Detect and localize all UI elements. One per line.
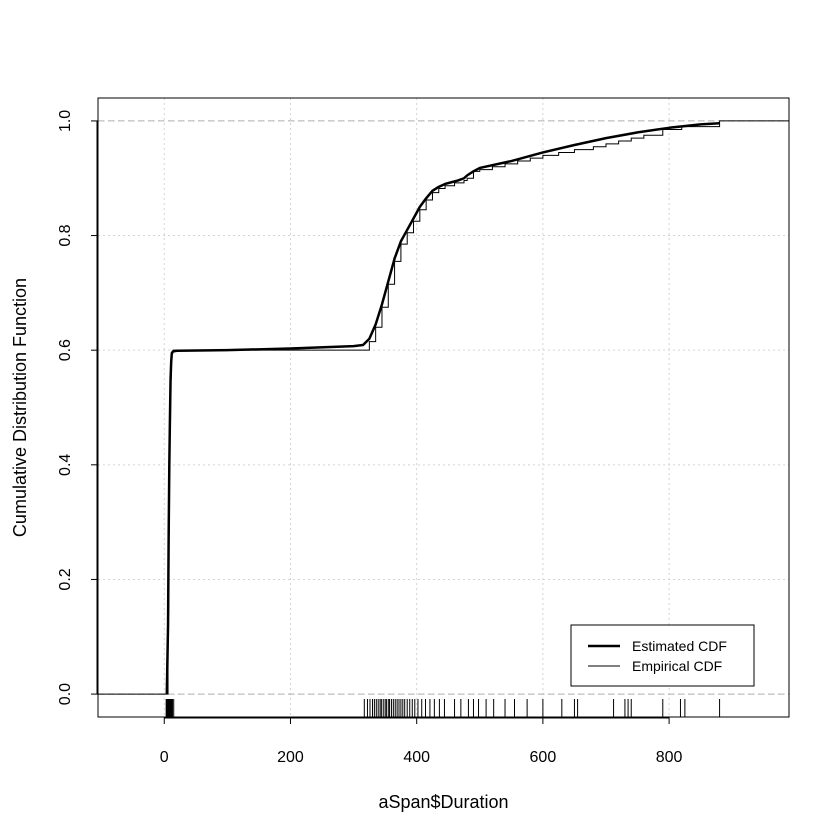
legend-box bbox=[570, 624, 755, 687]
y-tick-label: 0.8 bbox=[57, 224, 74, 246]
reference-lines bbox=[98, 120, 789, 695]
grid-lines bbox=[98, 98, 789, 717]
y-axis-title: Cumulative Distribution Function bbox=[10, 278, 30, 537]
legend-label-empirical: Empirical CDF bbox=[632, 658, 722, 674]
x-axis-title: aSpan$Duration bbox=[378, 792, 508, 812]
y-tick-label: 0.6 bbox=[57, 339, 74, 361]
x-tick-label: 600 bbox=[530, 749, 557, 766]
rug-marks bbox=[165, 699, 721, 717]
axes: 0 200 400 600 800 0.0 0.2 0.4 0.6 0.8 1.0 bbox=[57, 110, 683, 766]
y-tick-label: 0.2 bbox=[57, 568, 74, 590]
series-empirical-cdf bbox=[98, 120, 789, 695]
plot-frame bbox=[97, 97, 790, 718]
x-tick-label: 0 bbox=[160, 749, 169, 766]
legend: Estimated CDF Empirical CDF bbox=[570, 624, 755, 687]
y-tick-label: 0.0 bbox=[57, 683, 74, 705]
legend-label-estimated: Estimated CDF bbox=[632, 638, 727, 654]
x-tick-label: 200 bbox=[277, 749, 304, 766]
series-lines bbox=[98, 120, 789, 695]
y-tick-label: 0.4 bbox=[57, 454, 74, 476]
x-tick-label: 800 bbox=[656, 749, 683, 766]
x-tick-label: 400 bbox=[403, 749, 430, 766]
y-tick-label: 1.0 bbox=[57, 110, 74, 132]
series-estimated-cdf bbox=[165, 121, 720, 695]
